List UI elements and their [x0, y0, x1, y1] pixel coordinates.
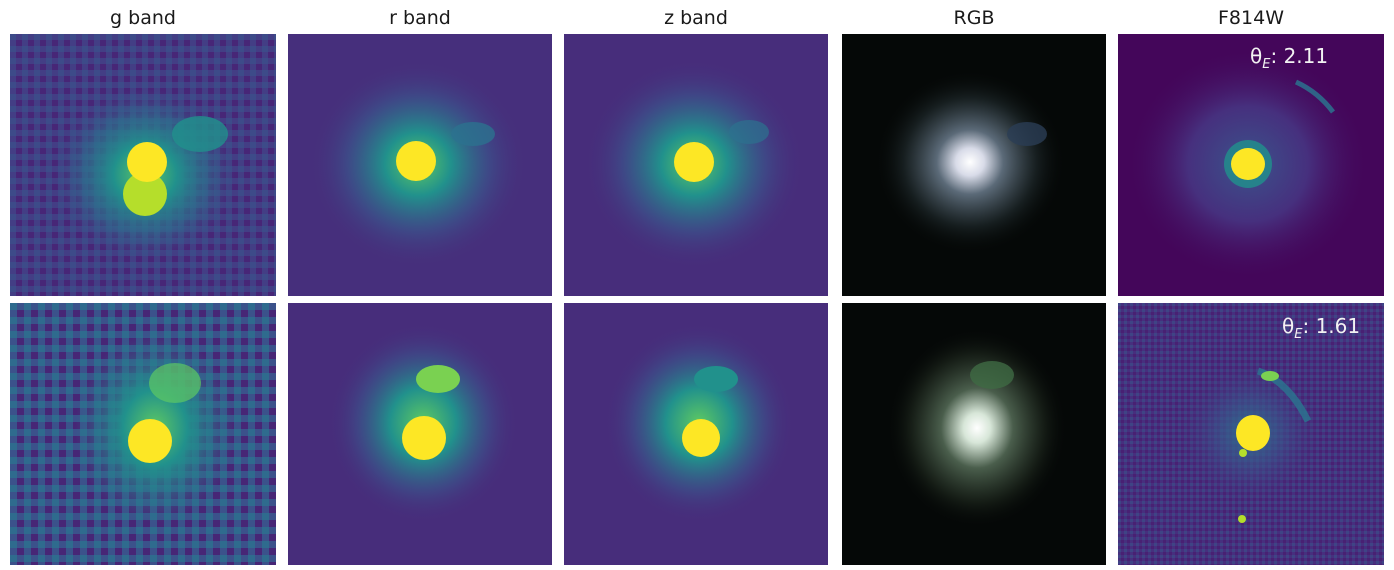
row2-r-band-image [288, 303, 552, 565]
column-title-z-band: z band [664, 7, 728, 29]
row1-r-band-image [288, 34, 552, 296]
row2-f814w-image [1118, 303, 1384, 565]
row1-einstein-radius-label: θE: 2.11 [1250, 44, 1329, 72]
row1-g-band-image [10, 34, 276, 296]
row2-g-band-image [10, 303, 276, 565]
column-title-r-band: r band [389, 7, 451, 29]
column-title-g-band: g band [110, 7, 176, 29]
row2-rgb-image [842, 303, 1106, 565]
row2-z-band-image [564, 303, 828, 565]
column-title-f814w: F814W [1218, 7, 1284, 29]
row1-rgb-image [842, 34, 1106, 296]
row1-f814w-image [1118, 34, 1384, 296]
row1-z-band-image [564, 34, 828, 296]
column-title-rgb: RGB [953, 7, 995, 29]
row2-einstein-radius-label: θE: 1.61 [1282, 314, 1361, 342]
